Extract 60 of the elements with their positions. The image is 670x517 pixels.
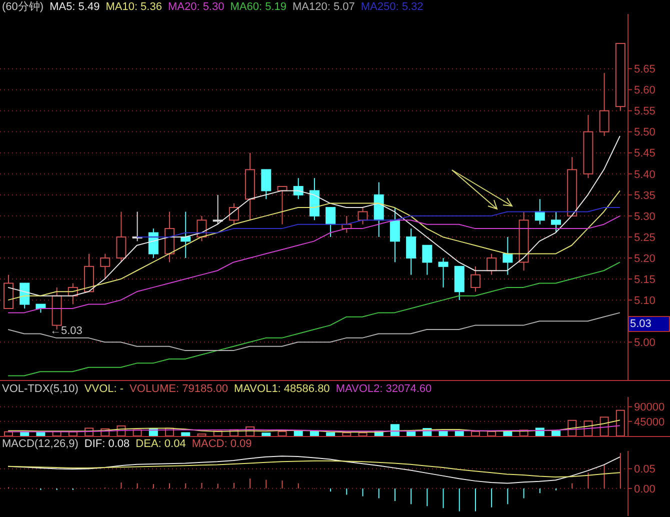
text: MAVOL2: 32074.60 [336, 382, 432, 397]
y-tick-label: 5.55 [634, 106, 656, 118]
y-tick-label: 5.30 [634, 210, 656, 223]
text: MA20: 5.30 [168, 0, 224, 14]
bar [470, 430, 480, 436]
line-series [8, 420, 620, 433]
bar [551, 430, 560, 436]
y-tick-label: 5.15 [634, 274, 656, 286]
text: VOLUME: 79185.00 [130, 382, 228, 397]
candlestick [406, 228, 416, 276]
y-tick-label: 5.00 [634, 337, 656, 350]
bar [294, 430, 303, 436]
chart-title: (60分钟) [2, 0, 44, 14]
series-label: DEA: 0.04 [136, 437, 186, 451]
line-series [8, 460, 620, 478]
bar [278, 430, 287, 436]
bar [342, 432, 352, 436]
y-tick-label: 5.25 [634, 232, 656, 244]
annotation: ←5.03 [50, 325, 82, 337]
y-tick-label: 0.05 [634, 464, 656, 476]
line-series [8, 425, 620, 432]
y-tick-label: 5.10 [634, 294, 656, 307]
candlestick [245, 152, 256, 221]
text: MACD: 0.09 [192, 437, 252, 451]
bar [616, 410, 625, 436]
chart-title: VOL-TDX(5,10) [2, 382, 78, 397]
y-tick-label: 90000 [634, 402, 665, 414]
text: MA60: 5.19 [230, 0, 286, 14]
y-tick-label: 0.00 [634, 483, 656, 496]
line-series [8, 215, 620, 314]
text: 5.03 [628, 316, 670, 332]
bar [503, 430, 512, 436]
text: MA250: 5.32 [360, 0, 424, 14]
y-tick-label: 5.35 [634, 190, 656, 202]
bar [358, 432, 368, 436]
y-tick-label: 5.60 [634, 84, 656, 97]
series-label: DIF: 0.08 [84, 437, 130, 451]
bar [181, 432, 190, 436]
line-series [8, 262, 620, 376]
text: VVOL: - [84, 382, 124, 397]
text: MAVOL1: 48586.80 [234, 382, 330, 397]
y-tick-label: 5.65 [634, 64, 656, 76]
bar [487, 430, 496, 436]
y-tick-label: 5.20 [634, 252, 656, 265]
candlestick [390, 207, 400, 263]
y-tick-label: 45000 [634, 416, 665, 428]
bar [390, 424, 400, 436]
candlestick [502, 236, 513, 276]
candlestick [534, 198, 545, 225]
y-tick-label: 5.45 [634, 148, 656, 160]
bar [262, 432, 271, 436]
y-tick-label: 5.50 [634, 126, 656, 139]
text: MA10: 5.36 [106, 0, 162, 14]
text: MA5: 5.49 [50, 0, 100, 14]
bar [326, 432, 336, 436]
chart-title: MACD(12,26,9) [2, 437, 78, 451]
y-tick-label: 5.40 [634, 168, 656, 181]
line-series [8, 312, 620, 352]
bar [406, 430, 416, 436]
text: MA120: 5.07 [292, 0, 355, 14]
